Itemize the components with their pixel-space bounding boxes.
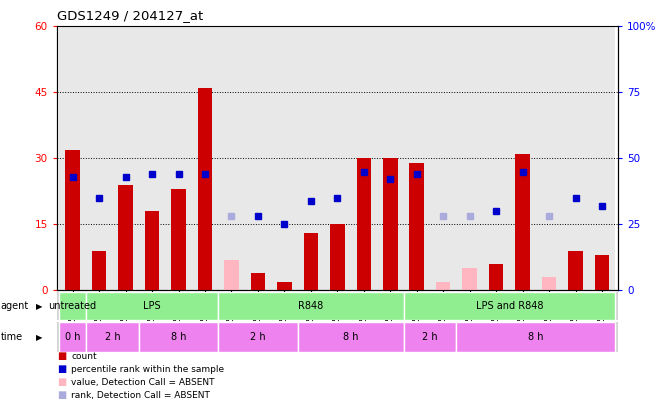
Bar: [542, 277, 556, 290]
Text: time: time: [1, 332, 23, 342]
Bar: [351, 26, 377, 290]
Text: LPS: LPS: [143, 301, 161, 311]
Text: 2 h: 2 h: [250, 332, 266, 342]
Text: GDS1249 / 204127_at: GDS1249 / 204127_at: [57, 9, 203, 22]
Text: agent: agent: [1, 301, 29, 311]
Bar: [198, 88, 212, 290]
Bar: [568, 251, 582, 290]
Bar: [92, 251, 106, 290]
Bar: [383, 158, 397, 290]
Text: value, Detection Call = ABSENT: value, Detection Call = ABSENT: [71, 378, 215, 387]
Text: untreated: untreated: [49, 301, 97, 311]
Bar: [303, 233, 318, 290]
Bar: [59, 26, 86, 290]
Bar: [403, 322, 456, 352]
Text: ▶: ▶: [36, 333, 43, 342]
Bar: [298, 322, 403, 352]
Bar: [218, 292, 403, 320]
Bar: [59, 322, 86, 352]
Bar: [192, 26, 218, 290]
Bar: [65, 149, 80, 290]
Text: ■: ■: [57, 390, 66, 400]
Bar: [86, 26, 112, 290]
Bar: [139, 322, 218, 352]
Bar: [86, 292, 218, 320]
Bar: [218, 26, 244, 290]
Bar: [330, 224, 345, 290]
Bar: [59, 292, 86, 320]
Text: count: count: [71, 352, 97, 361]
Bar: [86, 322, 139, 352]
Text: 2 h: 2 h: [105, 332, 120, 342]
Bar: [536, 26, 562, 290]
Bar: [409, 163, 424, 290]
Bar: [377, 26, 403, 290]
Bar: [298, 26, 324, 290]
Bar: [403, 292, 615, 320]
Text: ■: ■: [57, 364, 66, 374]
Text: ■: ■: [57, 352, 66, 361]
Bar: [224, 260, 238, 290]
Bar: [165, 26, 192, 290]
Bar: [244, 26, 271, 290]
Bar: [250, 273, 265, 290]
Bar: [589, 26, 615, 290]
Bar: [324, 26, 351, 290]
Bar: [595, 255, 609, 290]
Text: 8 h: 8 h: [528, 332, 544, 342]
Bar: [277, 281, 292, 290]
Text: ▶: ▶: [36, 302, 43, 311]
Bar: [171, 189, 186, 290]
Bar: [271, 26, 298, 290]
Text: ■: ■: [57, 377, 66, 387]
Bar: [145, 211, 160, 290]
Text: 0 h: 0 h: [65, 332, 80, 342]
Bar: [483, 26, 510, 290]
Bar: [456, 322, 615, 352]
Bar: [139, 26, 165, 290]
Text: percentile rank within the sample: percentile rank within the sample: [71, 365, 224, 374]
Bar: [118, 185, 133, 290]
Bar: [112, 26, 139, 290]
Bar: [403, 26, 430, 290]
Text: LPS and R848: LPS and R848: [476, 301, 543, 311]
Text: rank, Detection Call = ABSENT: rank, Detection Call = ABSENT: [71, 391, 210, 400]
Text: R848: R848: [298, 301, 323, 311]
Bar: [430, 26, 456, 290]
Bar: [489, 264, 504, 290]
Bar: [436, 281, 450, 290]
Text: 2 h: 2 h: [422, 332, 438, 342]
Bar: [510, 26, 536, 290]
Text: 8 h: 8 h: [171, 332, 186, 342]
Text: 8 h: 8 h: [343, 332, 358, 342]
Bar: [562, 26, 589, 290]
Bar: [515, 154, 530, 290]
Bar: [218, 322, 298, 352]
Bar: [357, 158, 371, 290]
Bar: [462, 269, 477, 290]
Bar: [456, 26, 483, 290]
